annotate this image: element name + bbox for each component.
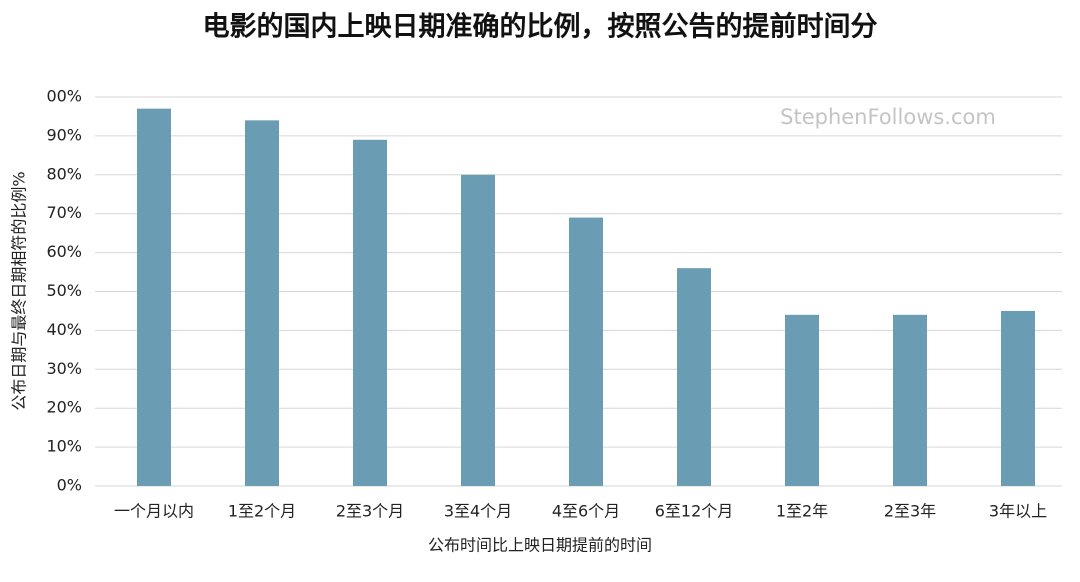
y-tick-label: 60% [46,242,82,261]
bar [137,108,171,487]
bar [893,314,927,486]
y-tick-label: 80% [46,164,82,183]
y-tick-label: 40% [46,320,82,339]
x-axis-label: 公布时间比上映日期提前的时间 [428,536,652,555]
y-tick-label: 20% [46,398,82,417]
y-tick-label: 10% [46,437,82,456]
x-tick-label: 1至2年 [776,502,828,521]
y-tick-label: 50% [46,281,82,300]
bar [461,174,495,487]
bar [677,268,711,486]
x-tick-label: 4至6个月 [552,502,620,521]
y-tick-label: 30% [46,359,82,378]
chart-title: 电影的国内上映日期准确的比例，按照公告的提前时间分 [203,11,878,43]
x-tick-label: 6至12个月 [655,502,734,521]
y-tick-label: 00% [46,87,82,106]
bar [569,217,603,486]
x-tick-label: 一个月以内 [114,502,194,521]
x-tick-label: 3至4个月 [444,502,512,521]
bar [353,139,387,487]
y-tick-label: 70% [46,203,82,222]
x-tick-label: 1至2个月 [228,502,296,521]
y-tick-label: 90% [46,125,82,144]
y-axis-label: 公布日期与最终日期相符的比例% [10,171,29,410]
y-tick-label: 0% [57,476,82,495]
x-tick-label: 3年以上 [989,502,1047,521]
x-tick-label: 2至3年 [884,502,936,521]
bar [1001,310,1035,486]
bar [245,120,279,486]
watermark: StephenFollows.com [780,105,996,129]
bar [785,314,819,486]
x-tick-label: 2至3个月 [336,502,404,521]
